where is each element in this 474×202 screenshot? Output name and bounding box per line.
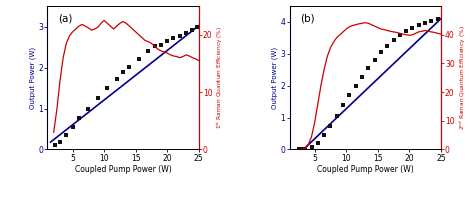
Point	[51, 144, 59, 147]
Point	[94, 97, 101, 100]
Point	[314, 141, 322, 145]
Point	[298, 148, 306, 151]
Point	[194, 26, 201, 29]
Point	[327, 124, 334, 127]
Point	[352, 84, 359, 87]
Point	[145, 49, 152, 53]
Point	[390, 38, 397, 41]
Point	[320, 134, 328, 137]
Point	[176, 34, 183, 37]
Point	[113, 77, 120, 81]
Point	[333, 114, 341, 118]
Point	[69, 125, 76, 128]
Y-axis label: 1$^{st}$ Raman Quantum Efficiency (%): 1$^{st}$ Raman Quantum Efficiency (%)	[215, 26, 225, 129]
Point	[84, 107, 92, 110]
Point	[409, 26, 416, 29]
Point	[189, 28, 196, 32]
Point	[103, 86, 111, 90]
Point	[396, 33, 404, 36]
Point	[135, 58, 143, 61]
Point	[358, 75, 366, 78]
Point	[151, 45, 158, 48]
Point	[126, 65, 133, 68]
Point	[402, 29, 410, 33]
Point	[339, 103, 347, 106]
Point	[164, 39, 171, 42]
Point	[301, 147, 309, 150]
Point	[428, 20, 435, 23]
X-axis label: Coupled Pump Power (W): Coupled Pump Power (W)	[317, 165, 413, 174]
Point	[365, 67, 372, 70]
Point	[182, 31, 190, 34]
Y-axis label: 2$^{nd}$ Raman Quantum Efficiency (%): 2$^{nd}$ Raman Quantum Efficiency (%)	[457, 25, 468, 130]
Point	[308, 145, 315, 148]
Point	[371, 59, 378, 62]
Point	[75, 116, 83, 119]
Point	[377, 51, 385, 54]
Point	[415, 24, 422, 27]
Y-axis label: Output Power (W): Output Power (W)	[29, 47, 36, 109]
Y-axis label: Output Power (W): Output Power (W)	[271, 47, 278, 109]
Point	[56, 140, 64, 144]
X-axis label: Coupled Pump Power (W): Coupled Pump Power (W)	[75, 165, 172, 174]
Point	[383, 44, 391, 47]
Point	[421, 21, 429, 25]
Point	[346, 94, 353, 97]
Point	[63, 134, 70, 137]
Text: (a): (a)	[58, 13, 73, 23]
Point	[170, 36, 177, 40]
Point	[157, 43, 164, 47]
Point	[434, 18, 441, 21]
Point	[295, 148, 303, 151]
Point	[119, 71, 127, 74]
Text: (b): (b)	[300, 13, 315, 23]
